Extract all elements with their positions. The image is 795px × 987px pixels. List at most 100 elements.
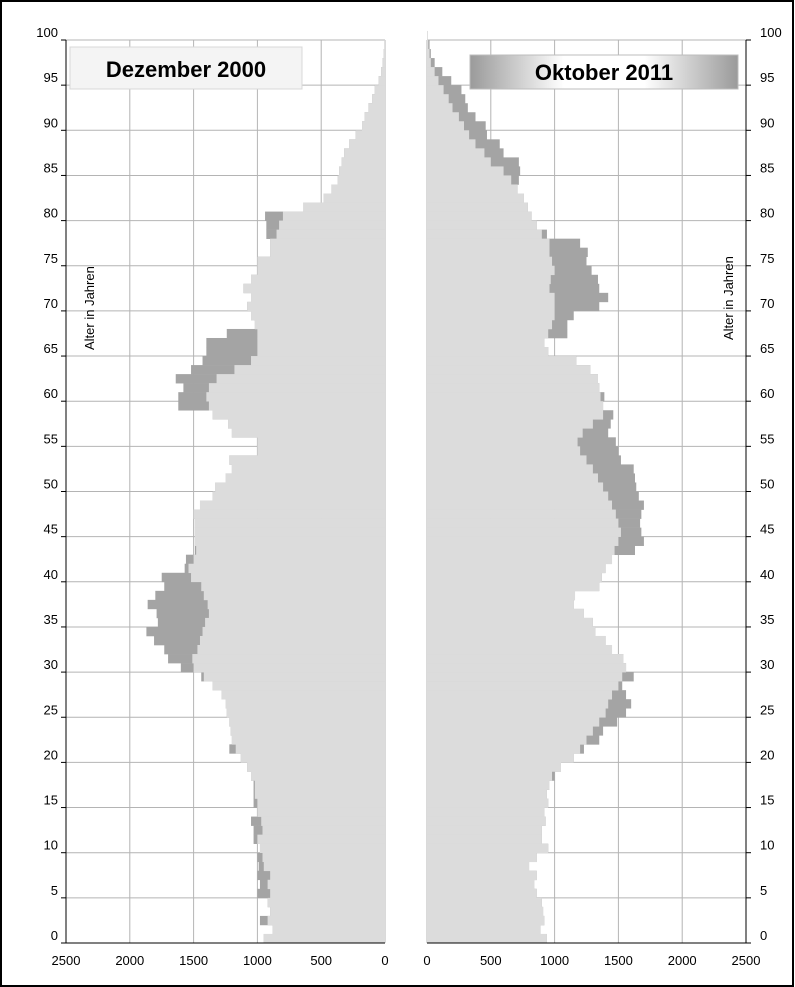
right-y-tick-label: 85 (760, 160, 774, 175)
right-title-box (469, 54, 739, 90)
left-bar-light-age-65 (257, 347, 385, 357)
left-y-tick-label: 5 (51, 883, 58, 898)
right-bar-light-age-53 (427, 455, 587, 465)
right-bar-light-age-60 (427, 392, 601, 402)
left-y-tick-label: 40 (44, 567, 58, 582)
left-bar-light-age-34 (202, 626, 385, 637)
left-x-tick-label: 1500 (179, 953, 208, 968)
right-bar-light-age-94 (427, 85, 444, 95)
left-bar-light-age-22 (231, 735, 385, 745)
right-bar-light-age-96 (427, 67, 435, 77)
left-bar-light-age-95 (378, 76, 385, 86)
right-bar-light-age-95 (427, 76, 439, 86)
right-bar-light-age-2 (427, 915, 545, 926)
left-bar-light-age-50 (215, 482, 385, 492)
right-bar-light-age-24 (427, 717, 600, 727)
right-panel-light-bars (427, 30, 627, 944)
left-y-tick-label: 60 (44, 386, 58, 401)
right-x-tick-label: 2000 (668, 953, 697, 968)
left-bar-light-age-13 (261, 816, 385, 826)
right-bar-light-age-91 (427, 112, 459, 122)
left-bar-light-age-74 (257, 265, 385, 276)
right-bar-light-age-30 (427, 663, 627, 673)
left-bar-light-age-76 (270, 247, 385, 258)
left-bar-light-age-99 (384, 40, 385, 50)
left-bar-light-age-77 (270, 238, 385, 248)
right-bar-light-age-7 (427, 870, 537, 881)
right-bar-dark-age-94 (427, 85, 462, 95)
left-bar-light-age-79 (279, 220, 385, 230)
right-bar-light-age-34 (427, 626, 596, 637)
right-bar-light-age-61 (427, 383, 600, 393)
left-panel-title: Dezember 2000 (106, 57, 266, 82)
right-bar-light-age-98 (427, 49, 430, 59)
left-bar-light-age-94 (374, 85, 385, 95)
left-x-tick-label: 500 (310, 953, 332, 968)
left-bar-light-age-8 (263, 861, 385, 872)
left-bar-light-age-49 (212, 491, 385, 501)
left-bar-light-age-23 (230, 726, 385, 736)
left-bar-light-age-69 (251, 310, 385, 321)
right-bar-light-age-12 (427, 825, 542, 835)
left-x-tick-label: 1000 (243, 953, 272, 968)
left-y-tick-label: 35 (44, 612, 58, 627)
right-bar-light-age-68 (427, 319, 553, 330)
left-bar-light-age-47 (193, 509, 385, 519)
right-bar-light-age-41 (427, 563, 606, 574)
left-bar-light-age-7 (270, 870, 385, 881)
right-bar-light-age-77 (427, 238, 550, 248)
right-x-tick-labels: 0 500 1000 1500 2000 2500 (423, 953, 760, 968)
right-bar-light-age-43 (427, 545, 615, 556)
left-bar-light-age-63 (234, 365, 385, 375)
right-y-tick-label: 50 (760, 477, 774, 492)
right-bar-light-age-18 (427, 771, 553, 781)
right-bar-light-age-74 (427, 265, 555, 276)
right-bar-light-age-23 (427, 726, 593, 736)
right-y-tick-label: 55 (760, 431, 774, 446)
right-x-tick-label: 1000 (540, 953, 569, 968)
left-y-tick-label: 95 (44, 70, 58, 85)
right-bar-light-age-67 (427, 328, 549, 339)
left-bar-light-age-89 (355, 130, 385, 140)
left-bar-light-age-45 (194, 527, 385, 537)
left-bar-light-age-40 (191, 572, 385, 583)
right-bar-dark-age-95 (427, 76, 452, 86)
right-bar-light-age-16 (427, 789, 547, 799)
right-bar-light-age-56 (427, 428, 583, 438)
left-bar-light-age-16 (254, 789, 385, 799)
right-y-tick-label: 100 (760, 25, 782, 40)
right-y-tick-label: 40 (760, 567, 774, 582)
right-bar-light-age-29 (427, 672, 623, 682)
left-bar-light-age-19 (247, 762, 385, 772)
left-y-tick-label: 30 (44, 657, 58, 672)
right-bar-light-age-20 (427, 753, 574, 763)
right-bar-light-age-93 (427, 94, 449, 104)
left-bar-light-age-4 (267, 897, 385, 908)
right-bar-light-age-78 (427, 229, 542, 239)
right-bar-light-age-19 (427, 762, 561, 772)
left-x-tick-label: 0 (381, 953, 388, 968)
right-y-tick-label: 35 (760, 612, 774, 627)
right-bar-light-age-76 (427, 247, 550, 258)
left-bar-light-age-33 (199, 635, 385, 646)
right-bar-light-age-92 (427, 103, 453, 113)
left-bar-light-age-27 (221, 690, 385, 700)
right-bar-light-age-46 (427, 518, 619, 528)
right-bar-light-age-27 (427, 690, 613, 700)
right-bar-light-age-86 (427, 157, 491, 167)
left-bar-light-age-82 (323, 193, 385, 203)
left-bar-light-age-38 (203, 590, 385, 601)
left-bar-light-age-59 (208, 401, 385, 411)
left-panel-axes (61, 39, 385, 944)
right-bar-light-age-50 (427, 482, 604, 492)
right-bar-light-age-0 (427, 933, 547, 944)
right-bar-light-age-84 (427, 175, 512, 185)
right-bar-light-age-1 (427, 924, 541, 935)
left-y-tick-label: 45 (44, 522, 58, 537)
right-bar-light-age-38 (427, 590, 576, 601)
left-bar-light-age-35 (205, 617, 385, 628)
right-bar-light-age-70 (427, 301, 555, 312)
left-y-tick-label: 0 (51, 928, 58, 943)
left-bar-light-age-83 (331, 184, 385, 194)
